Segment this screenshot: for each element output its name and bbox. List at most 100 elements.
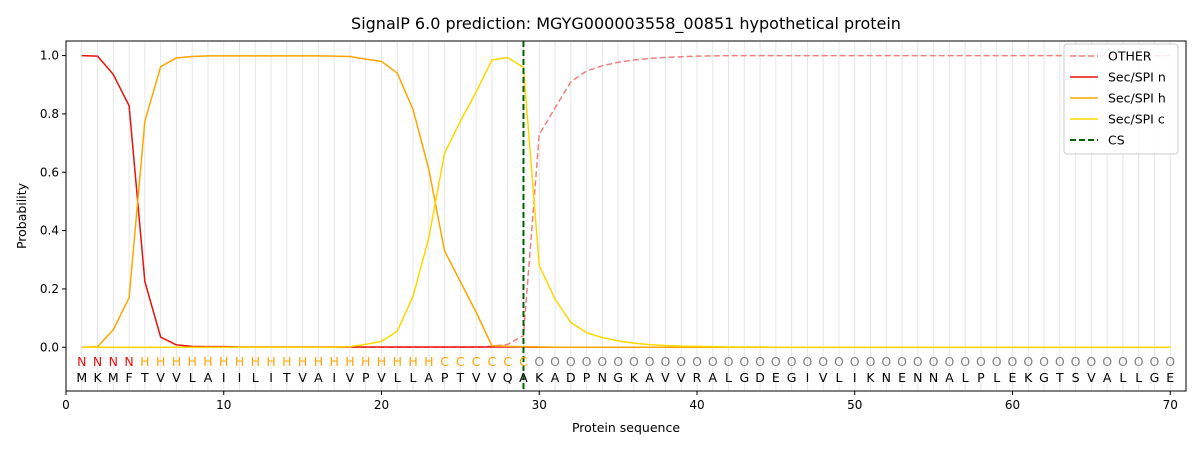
region-label: O: [992, 354, 1002, 369]
region-label: C: [503, 354, 512, 369]
region-label: C: [488, 354, 497, 369]
residue-label: V: [298, 370, 307, 385]
residue-label: V: [377, 370, 386, 385]
region-label: C: [472, 354, 481, 369]
x-tick-label: 50: [847, 398, 862, 412]
region-label: C: [440, 354, 449, 369]
residue-label: N: [598, 370, 607, 385]
legend-label: Sec/SPI c: [1108, 112, 1165, 127]
region-label: O: [1086, 354, 1096, 369]
region-label: O: [818, 354, 828, 369]
region-label: N: [93, 354, 102, 369]
legend: OTHER Sec/SPI n Sec/SPI h Sec/SPI c CS: [1063, 43, 1179, 155]
residue-label: G: [613, 370, 623, 385]
y-tick-label: 0.2: [40, 282, 59, 296]
region-label: O: [787, 354, 797, 369]
residue-label: G: [739, 370, 749, 385]
region-label: N: [124, 354, 133, 369]
residue-label: P: [362, 370, 370, 385]
residue-label: K: [866, 370, 875, 385]
region-label: O: [629, 354, 639, 369]
y-axis-label: Probability: [14, 182, 29, 249]
residue-label: A: [645, 370, 654, 385]
region-label: O: [960, 354, 970, 369]
region-label: O: [755, 354, 765, 369]
region-label: O: [897, 354, 907, 369]
x-tick-label: 0: [62, 398, 70, 412]
residue-label: L: [394, 370, 401, 385]
region-label: O: [771, 354, 781, 369]
residue-label: D: [566, 370, 576, 385]
residue-label: L: [835, 370, 842, 385]
region-label: N: [77, 354, 86, 369]
legend-box: [1063, 43, 1179, 155]
region-label: H: [156, 354, 165, 369]
region-label: H: [235, 354, 244, 369]
residue-label: E: [898, 370, 906, 385]
residue-label: L: [252, 370, 259, 385]
region-label: O: [881, 354, 891, 369]
y-axis-ticks: 0.0 0.2 0.4 0.6 0.8 1.0: [40, 49, 66, 354]
region-label: O: [582, 354, 592, 369]
region-label: H: [408, 354, 417, 369]
region-label: O: [1118, 354, 1128, 369]
residue-label: K: [93, 370, 102, 385]
x-tick-label: 70: [1163, 398, 1178, 412]
region-label: O: [1008, 354, 1018, 369]
region-label: O: [613, 354, 623, 369]
region-label: H: [266, 354, 275, 369]
residue-label: S: [1072, 370, 1080, 385]
region-label: N: [109, 354, 118, 369]
region-label: O: [1071, 354, 1081, 369]
region-label: O: [834, 354, 844, 369]
y-tick-label: 0.6: [40, 165, 59, 179]
residue-label: V: [819, 370, 828, 385]
region-label: O: [597, 354, 607, 369]
residue-label: G: [1039, 370, 1049, 385]
region-label: O: [550, 354, 560, 369]
residue-label: L: [410, 370, 417, 385]
x-tick-label: 20: [374, 398, 389, 412]
region-label: O: [850, 354, 860, 369]
x-axis-label: Protein sequence: [572, 420, 680, 435]
residue-label: D: [755, 370, 765, 385]
region-label: O: [944, 354, 954, 369]
region-label: H: [298, 354, 307, 369]
region-label: O: [976, 354, 986, 369]
residue-label: V: [472, 370, 481, 385]
region-label: O: [1134, 354, 1144, 369]
residue-label: V: [1087, 370, 1096, 385]
residue-label: N: [882, 370, 891, 385]
residue-label: V: [661, 370, 670, 385]
sequence-labels: NMNKNMNFHTHVHVHLHAHIHIHLHIHTHVHAHIHVHPHV…: [76, 354, 1175, 385]
region-label: H: [361, 354, 370, 369]
y-tick-label: 0.8: [40, 107, 59, 121]
chart-title: SignalP 6.0 prediction: MGYG000003558_00…: [351, 14, 901, 34]
y-tick-label: 1.0: [40, 49, 59, 63]
residue-label: V: [677, 370, 686, 385]
residue-label: K: [535, 370, 544, 385]
residue-label: T: [140, 370, 149, 385]
region-label: C: [456, 354, 465, 369]
region-label: O: [661, 354, 671, 369]
plot-area: [81, 41, 1171, 391]
residue-label: R: [693, 370, 702, 385]
y-tick-label: 0.4: [40, 224, 59, 238]
residue-label: K: [1024, 370, 1033, 385]
series-line-other: [81, 54, 1171, 348]
residue-label: F: [125, 370, 132, 385]
residue-label: N: [913, 370, 922, 385]
region-label: H: [203, 354, 212, 369]
residue-label: V: [346, 370, 355, 385]
residue-label: T: [282, 370, 291, 385]
region-label: O: [1023, 354, 1033, 369]
region-label: H: [172, 354, 181, 369]
residue-label: P: [977, 370, 985, 385]
region-label: H: [219, 354, 228, 369]
grid-lines: [81, 41, 1171, 391]
region-label: O: [534, 354, 544, 369]
series-line-sec-spi-c: [81, 56, 1171, 348]
residue-label: A: [425, 370, 434, 385]
residue-label: T: [1055, 370, 1064, 385]
region-label: H: [393, 354, 402, 369]
